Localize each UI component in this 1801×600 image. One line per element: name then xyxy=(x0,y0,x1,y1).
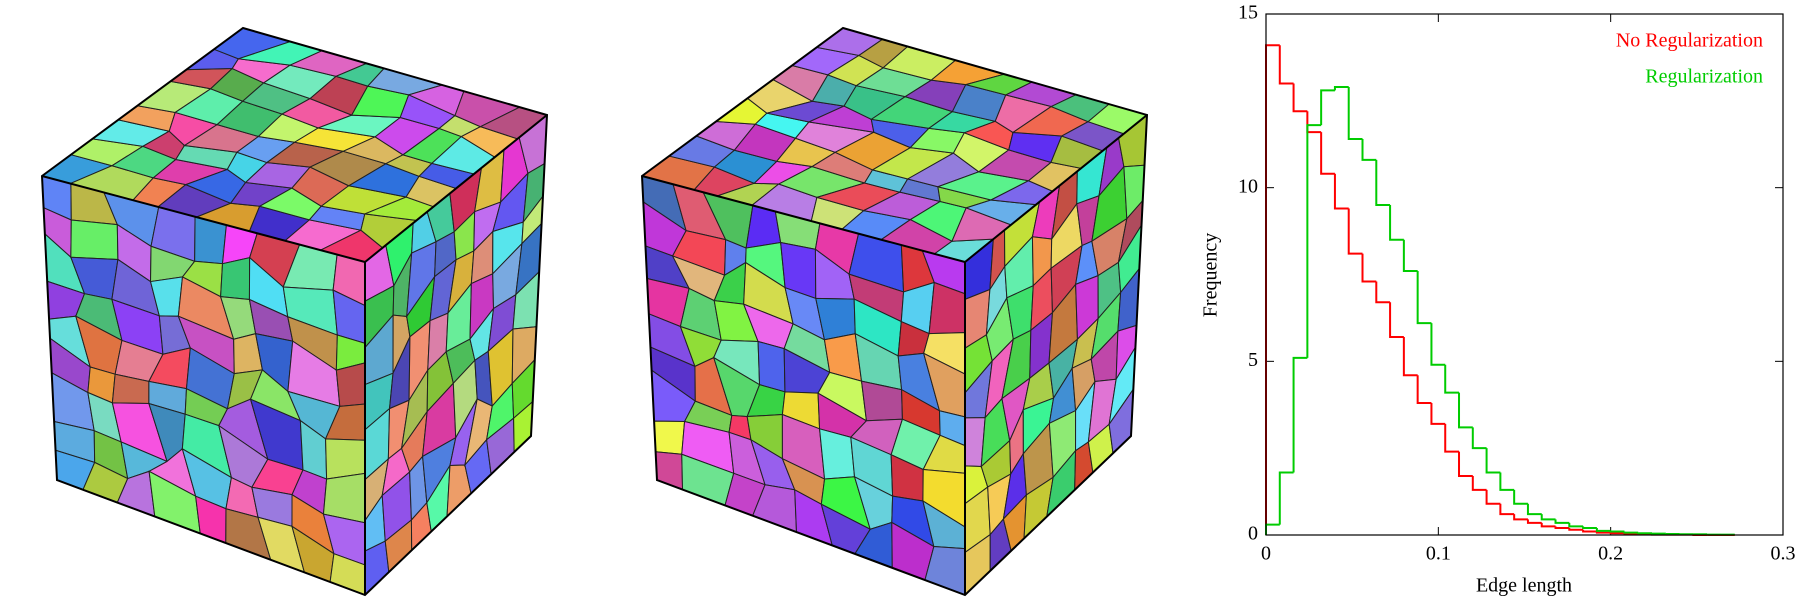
step xyxy=(1595,528,1611,532)
voronoi-cell xyxy=(325,438,366,480)
voronoi-cell xyxy=(335,362,366,407)
step xyxy=(1444,364,1460,394)
step xyxy=(1430,323,1446,366)
step xyxy=(1389,302,1404,339)
step xyxy=(1513,514,1528,521)
step xyxy=(1375,159,1391,207)
step xyxy=(1265,44,1280,535)
step xyxy=(1333,85,1349,91)
step xyxy=(1458,451,1473,477)
step xyxy=(1347,208,1363,255)
step xyxy=(1361,139,1377,161)
step xyxy=(1347,86,1363,141)
step xyxy=(1609,530,1625,533)
voronoi-renders xyxy=(40,26,1149,597)
step xyxy=(1554,526,1570,530)
step xyxy=(1526,519,1542,524)
step xyxy=(1540,514,1556,521)
voronoi-cube xyxy=(640,26,1149,597)
cube-edges xyxy=(40,26,549,597)
step xyxy=(1320,89,1335,126)
step xyxy=(1361,253,1377,283)
step xyxy=(1458,392,1473,429)
cube-edges xyxy=(640,26,1149,597)
y-tick-label: 0 xyxy=(1248,523,1258,545)
histogram: Edge length Frequency 0 5 10 15 0 0.1 0.2 0.3 No… xyxy=(1200,2,1796,597)
x-tick-label: 0.1 xyxy=(1426,543,1451,565)
step xyxy=(1471,475,1487,491)
step xyxy=(1306,111,1322,134)
step xyxy=(1265,523,1280,535)
axes-frame xyxy=(1265,13,1784,536)
voronoi-cell xyxy=(70,219,119,260)
x-axis-label: Edge length xyxy=(1476,575,1572,597)
step xyxy=(1582,526,1597,530)
step xyxy=(1292,83,1308,113)
step xyxy=(1568,528,1584,531)
step xyxy=(1430,403,1446,425)
step xyxy=(1485,489,1501,505)
step xyxy=(1526,503,1542,516)
step xyxy=(1292,356,1308,473)
step xyxy=(1402,337,1418,377)
step xyxy=(1499,472,1515,491)
voronoi-cell xyxy=(220,257,251,301)
step xyxy=(1416,375,1432,405)
x-tick-label: 0 xyxy=(1261,543,1271,565)
step xyxy=(1471,427,1487,450)
step xyxy=(1444,423,1460,453)
voronoi-cell xyxy=(757,340,786,393)
step xyxy=(1389,205,1404,241)
step xyxy=(1554,519,1570,524)
step xyxy=(1278,45,1294,85)
step xyxy=(1595,531,1611,534)
voronoi-cell xyxy=(364,540,390,597)
step xyxy=(1485,448,1501,474)
voronoi-cell xyxy=(818,428,856,480)
step xyxy=(1375,281,1391,304)
step xyxy=(1513,489,1528,505)
step xyxy=(1623,531,1639,534)
step xyxy=(1568,522,1584,528)
step xyxy=(1609,532,1625,535)
x-tick-label: 0.3 xyxy=(1771,543,1796,565)
step xyxy=(1320,132,1335,175)
step xyxy=(1637,532,1653,535)
step xyxy=(1402,239,1418,273)
legend-label: Regularization xyxy=(1645,66,1763,88)
voronoi-cell xyxy=(653,420,686,455)
step xyxy=(1278,471,1294,525)
y-axis-label: Frequency xyxy=(1200,233,1222,317)
legend-label: No Regularization xyxy=(1616,30,1763,52)
step xyxy=(1499,503,1515,516)
voronoi-cube xyxy=(40,26,549,597)
step xyxy=(1306,124,1322,358)
x-tick-label: 0.2 xyxy=(1598,543,1623,565)
step xyxy=(1540,522,1556,528)
y-tick-label: 15 xyxy=(1238,2,1258,24)
y-tick-label: 5 xyxy=(1248,349,1258,371)
step xyxy=(1582,529,1597,533)
step xyxy=(1333,173,1349,210)
step xyxy=(1416,271,1432,325)
y-tick-label: 10 xyxy=(1238,175,1258,197)
